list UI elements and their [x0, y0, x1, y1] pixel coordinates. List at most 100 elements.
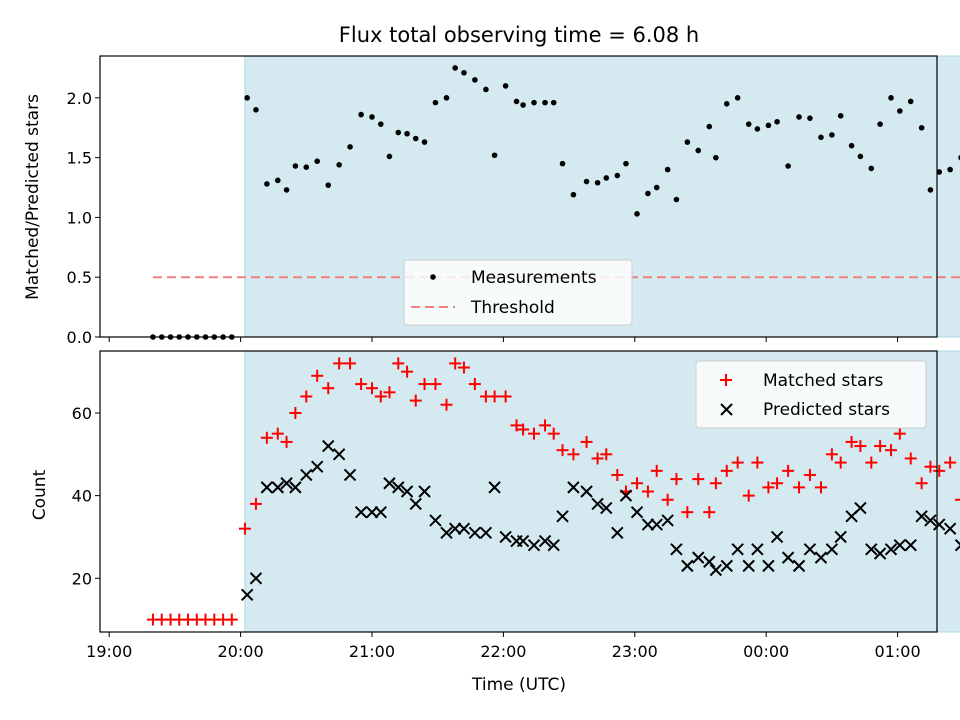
measurement-point — [358, 111, 364, 118]
measurement-point — [713, 154, 719, 161]
measurement-point — [502, 83, 509, 89]
measurement-point — [706, 123, 713, 130]
predicted-star-point — [289, 481, 302, 494]
predicted-mark-b — [240, 588, 254, 602]
legend-label-matched: Matched stars — [763, 371, 883, 391]
measurement-point — [283, 187, 290, 193]
predicted-mark-b — [630, 505, 644, 519]
measurement-point — [386, 153, 393, 160]
measurement-point — [623, 160, 629, 167]
matched-star-point — [429, 378, 442, 391]
predicted-mark-b — [527, 539, 541, 552]
predicted-star-point — [392, 481, 405, 494]
predicted-mark-b — [300, 468, 313, 482]
predicted-star-point — [650, 518, 663, 531]
measurement-point — [936, 169, 943, 175]
predicted-star-point — [240, 588, 254, 602]
predicted-star-point — [661, 514, 674, 527]
predicted-star-point — [933, 518, 946, 531]
measurement-point — [404, 130, 410, 137]
measurement-point — [614, 172, 621, 179]
predicted-mark-b — [457, 522, 471, 535]
predicted-mark-b — [354, 505, 368, 519]
predicted-mark-b — [692, 551, 705, 564]
matched-star-point — [904, 452, 917, 465]
matched-star-point — [449, 357, 462, 370]
predicted-star-point — [924, 514, 937, 527]
measurement-point — [947, 166, 953, 173]
measurement-point — [377, 121, 384, 127]
matched-star-point — [720, 464, 733, 477]
predicted-star-point — [468, 526, 482, 540]
measurement-point — [723, 101, 730, 107]
measurement-point — [734, 95, 741, 101]
predicted-star-point — [619, 489, 633, 502]
predicted-mark-b — [731, 543, 744, 556]
predicted-mark-b — [751, 543, 764, 556]
predicted-star-point — [332, 448, 346, 461]
predicted-mark-b — [547, 539, 560, 552]
measurement-point — [432, 99, 439, 106]
predicted-star-point — [762, 559, 775, 573]
predicted-mark-b — [488, 481, 501, 494]
measurement-point — [634, 211, 640, 217]
predicted-star-point — [429, 514, 442, 527]
predicted-star-point — [499, 530, 512, 544]
matched-star-point — [401, 365, 414, 378]
predicted-star-point — [803, 543, 817, 556]
y-tick-label: 0.5 — [67, 268, 92, 287]
matched-star-point — [468, 378, 481, 391]
matched-star-point — [510, 419, 523, 432]
matched-star-point — [280, 435, 293, 448]
matched-star-point — [803, 468, 816, 481]
predicted-star-point — [354, 505, 368, 519]
measurement-point — [807, 115, 813, 121]
predicted-star-point — [260, 481, 274, 494]
y-tick-label: 20 — [72, 569, 92, 588]
matched-star-point — [249, 497, 262, 510]
predicted-mark-b — [429, 514, 442, 527]
matched-star-point — [517, 423, 530, 436]
predicted-star-point — [580, 485, 593, 498]
predicted-star-point — [681, 559, 694, 573]
measurement-point — [594, 179, 601, 186]
measurement-point — [785, 163, 791, 169]
measurement-point — [472, 77, 478, 83]
x-axis-label: Time (UTC) — [471, 675, 566, 695]
top-panel: 0.0 0.5 1.0 1.5 2.0 Measurements Threshold — [67, 55, 960, 347]
matched-star-point — [488, 390, 501, 403]
matched-star-point — [865, 456, 878, 469]
matched-star-point — [944, 456, 957, 469]
matched-star-point — [650, 464, 663, 477]
matched-star-point — [322, 382, 335, 395]
predicted-star-point — [567, 481, 580, 494]
measurement-point — [461, 69, 467, 76]
predicted-mark-b — [280, 477, 293, 490]
predicted-star-point — [943, 522, 957, 535]
predicted-star-point — [280, 477, 293, 490]
predicted-star-point — [591, 497, 604, 511]
measurement-point — [570, 191, 577, 198]
predicted-mark-b — [762, 559, 775, 573]
predicted-star-point — [611, 526, 624, 540]
predicted-star-point — [409, 497, 422, 511]
predicted-star-point — [884, 543, 898, 556]
predicted-star-point — [343, 468, 357, 482]
measurement-point — [274, 177, 281, 184]
bottom-y-axis-label: Count — [30, 469, 50, 520]
predicted-star-point — [440, 526, 453, 540]
measurement-point — [264, 181, 270, 187]
measurement-point — [645, 190, 651, 197]
bottom-panel: 20 40 60 19:00 20:00 21:00 22:00 23:00 00:00 01:0… — [72, 350, 960, 661]
matched-star-point — [271, 427, 284, 440]
matched-star-point — [793, 481, 806, 494]
predicted-mark-b — [580, 485, 593, 498]
matched-star-point — [771, 477, 784, 490]
matched-star-point — [591, 452, 604, 465]
predicted-mark-b — [933, 518, 946, 531]
predicted-mark-b — [709, 563, 723, 577]
matched-star-point — [528, 427, 541, 440]
matched-star-point — [814, 481, 827, 494]
top-legend: Measurements Threshold — [403, 259, 633, 326]
matched-star-point — [825, 448, 838, 461]
